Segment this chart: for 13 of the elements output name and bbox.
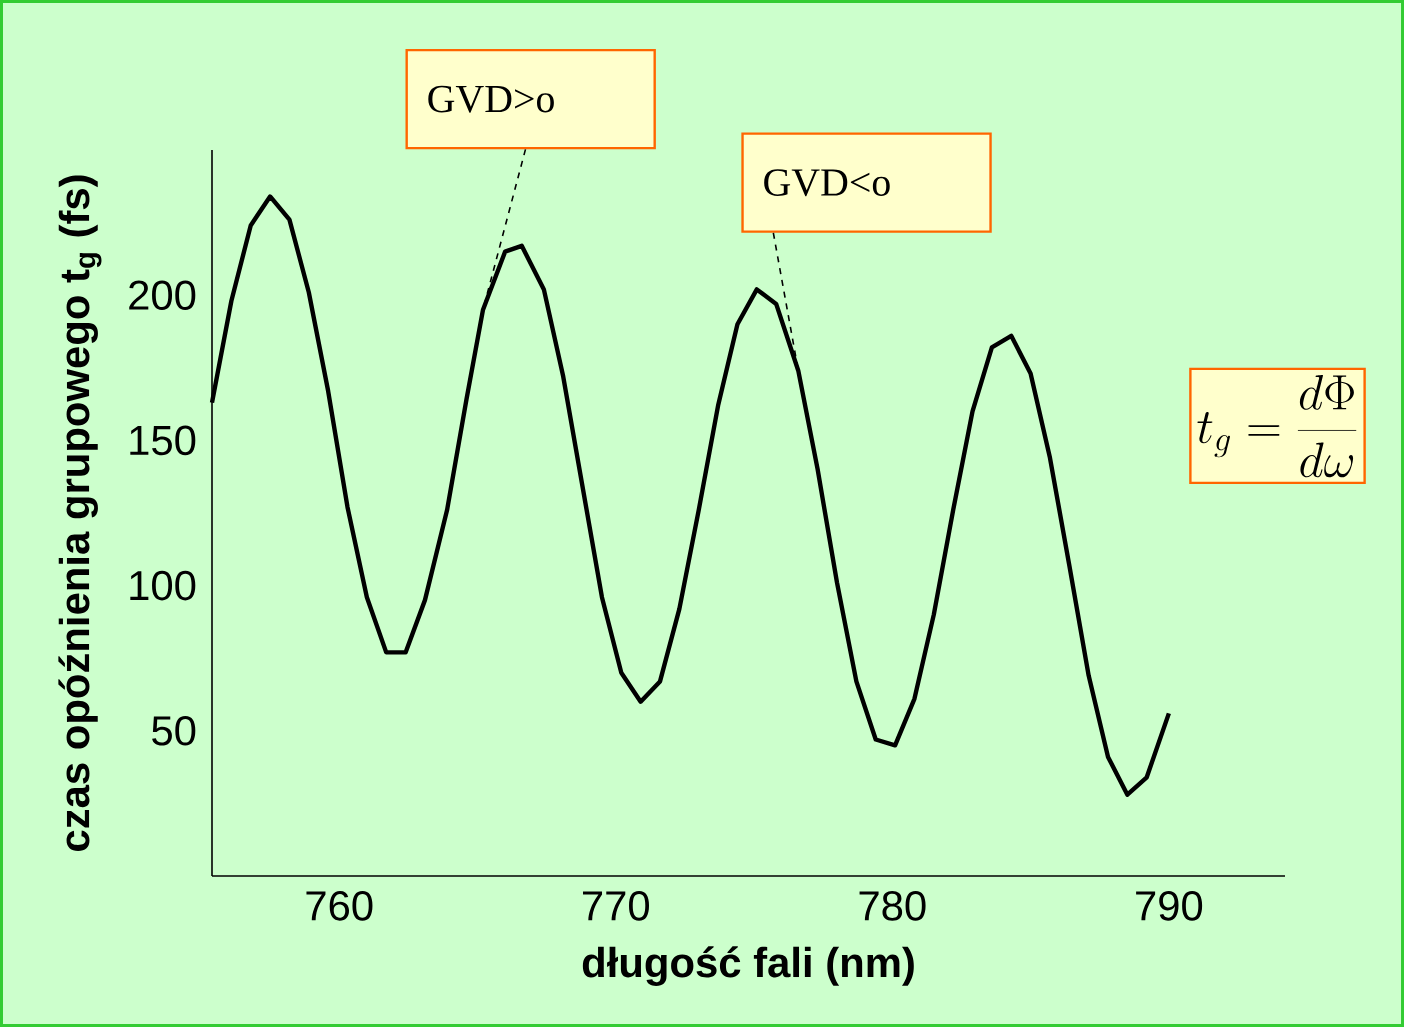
y-tick-label: 100 <box>130 570 196 601</box>
x-tick-label: 760 <box>306 891 373 921</box>
y-axis-title: czas opóźnienia grupowego t$_{g}$ (fs) <box>58 175 102 851</box>
annotation: GVD>o <box>428 85 554 113</box>
y-tick-label: 200 <box>129 280 196 310</box>
y-tick-label: 150 <box>130 425 196 456</box>
annotation: GVD<o <box>764 169 890 197</box>
annotation: $t_{g} = \frac{d\Phi}{d\omega}$ <box>1197 374 1357 478</box>
x-tick-label: 790 <box>1136 891 1203 921</box>
x-tick-label: 770 <box>583 891 650 921</box>
y-tick-label: 50 <box>152 715 196 746</box>
x-axis-title: długość fali (nm) <box>582 946 914 986</box>
x-tick-label: 780 <box>859 891 926 921</box>
